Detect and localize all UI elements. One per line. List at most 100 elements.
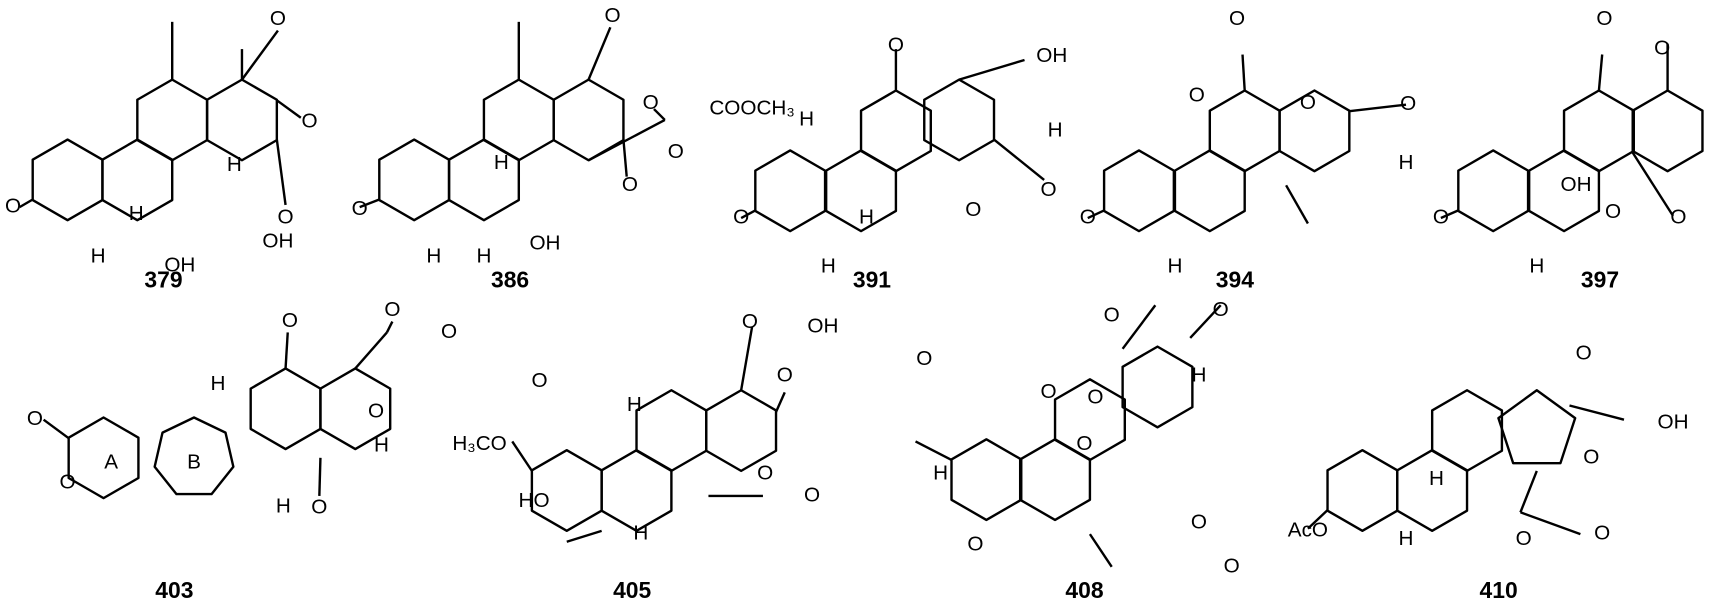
atom-label: H — [1399, 527, 1414, 550]
atom-label: O — [643, 91, 659, 114]
ring — [1121, 345, 1194, 429]
atom-label: H — [633, 522, 648, 545]
atom-label: O — [742, 310, 758, 333]
bond — [993, 138, 1045, 181]
bond — [1631, 151, 1675, 217]
atom-label: O — [888, 33, 904, 56]
bond — [587, 118, 666, 162]
bond — [359, 198, 380, 209]
atom-label: O — [1594, 522, 1610, 545]
ring — [249, 367, 322, 451]
atom-label: O — [1191, 511, 1207, 534]
ring — [1497, 389, 1577, 465]
atom-label: O — [916, 347, 932, 370]
atom-label: H — [476, 245, 491, 268]
atom-label: O — [1189, 83, 1205, 106]
atom-label: O — [384, 298, 400, 321]
bond — [240, 29, 279, 81]
atom-label: H — [276, 494, 291, 517]
atom-label: O — [1670, 205, 1686, 228]
atom-label: COOCH₃ — [709, 97, 794, 120]
compound-number: 394 — [1216, 266, 1254, 292]
atom-label: O — [368, 400, 384, 423]
bond — [1569, 404, 1625, 421]
bond — [622, 139, 628, 177]
atom-label: O — [757, 462, 773, 485]
bond — [1307, 509, 1329, 530]
ring — [205, 78, 279, 162]
atom-label: H — [91, 245, 106, 268]
atom-label: O — [60, 470, 76, 493]
bond — [1440, 209, 1459, 220]
atom-label: O — [1583, 445, 1599, 468]
bond — [276, 99, 302, 119]
atom-label: O — [301, 110, 317, 133]
atom-label: O — [1087, 385, 1103, 408]
ring — [31, 138, 104, 222]
bond — [42, 418, 70, 440]
bond — [1189, 304, 1222, 339]
bond — [275, 139, 287, 206]
atom-label: O — [804, 483, 820, 506]
ring — [859, 89, 932, 173]
atom-label: H₃CO — [452, 432, 506, 455]
ring — [378, 138, 451, 222]
compound-number: 391 — [853, 266, 891, 292]
bond — [19, 198, 34, 209]
bond — [587, 26, 612, 81]
atom-label: O — [965, 198, 981, 221]
atom-label: O — [1300, 91, 1316, 114]
ring — [1053, 378, 1126, 462]
atom-label: H — [426, 245, 441, 268]
atom-label: O — [668, 140, 684, 163]
ring — [1102, 149, 1176, 233]
atom-label: O — [1104, 304, 1120, 327]
bond — [385, 321, 394, 334]
bond — [1519, 470, 1538, 513]
bond — [1121, 304, 1157, 350]
compound-number: 410 — [1480, 577, 1518, 603]
atom-label: O — [1596, 7, 1612, 30]
atom-label: O — [1229, 7, 1245, 30]
ring — [482, 78, 555, 162]
atom-label: O — [1076, 432, 1092, 455]
bond — [511, 440, 533, 472]
ring — [923, 78, 996, 162]
atom-label: H — [494, 151, 509, 174]
compound-number: 403 — [155, 577, 193, 603]
ring — [705, 389, 778, 473]
atom-label: O — [1040, 178, 1056, 201]
atom-label: H — [933, 462, 948, 485]
ring — [1173, 149, 1246, 233]
compound-number: 408 — [1065, 577, 1103, 603]
atom-label: H — [627, 393, 642, 416]
compound-number: 386 — [491, 266, 529, 292]
ring — [1326, 448, 1399, 533]
atom-label: H — [227, 153, 242, 176]
atom-label: O — [622, 173, 638, 196]
ring — [1430, 389, 1504, 473]
atom-label: H — [799, 107, 814, 130]
atom-label: B — [187, 451, 201, 474]
atom-label: O — [1213, 298, 1229, 321]
atom-label: O — [270, 7, 286, 30]
atom-label: O — [27, 407, 43, 430]
ring — [153, 416, 235, 496]
atom-label: H — [374, 433, 389, 456]
bond — [284, 332, 289, 369]
bond — [1285, 184, 1309, 225]
bond — [1088, 533, 1113, 568]
bond — [774, 391, 786, 413]
atom-label: H — [1048, 118, 1063, 141]
bond — [739, 326, 754, 391]
atom-label: O — [1605, 200, 1621, 223]
atom-label: H — [129, 202, 144, 225]
atom-label: H — [1191, 364, 1206, 387]
atom-label: O — [441, 320, 457, 343]
atom-label: H — [1167, 255, 1182, 278]
atom-label: H — [1399, 151, 1414, 174]
atom-label: H — [859, 205, 874, 228]
compound-number: 405 — [613, 577, 651, 603]
atom-label: OH — [262, 229, 293, 252]
